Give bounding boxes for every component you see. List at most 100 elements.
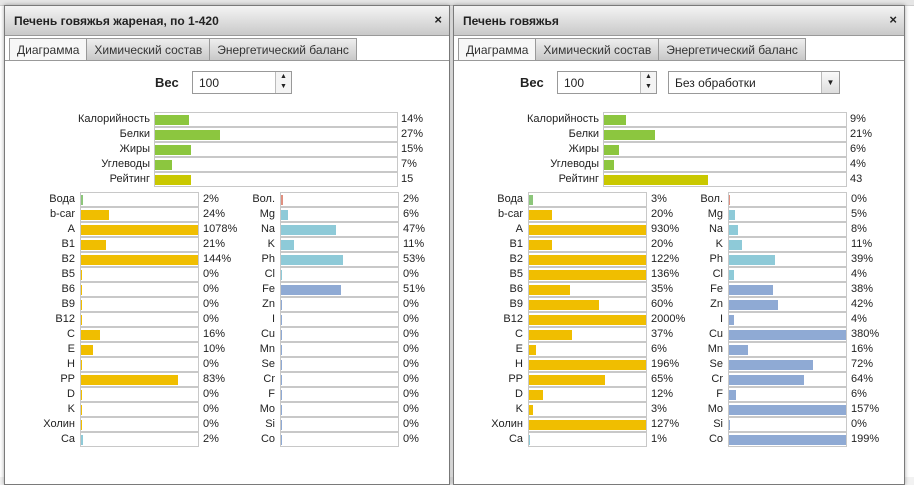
processing-value: Без обработки <box>675 76 756 90</box>
micro-row: b-car 24% <box>5 207 449 222</box>
micro-row: Cu 380% <box>454 327 904 342</box>
nutrient-value: 0% <box>203 358 219 370</box>
nutrient-label: B12 <box>55 313 75 325</box>
micro-row: K 11% <box>454 237 904 252</box>
dialog-title: Печень говяжья <box>463 14 559 28</box>
nutrient-value: 42% <box>851 298 874 310</box>
tab-energy-balance[interactable]: Энергетический баланс <box>659 38 806 61</box>
tab-chemical-composition[interactable]: Химический состав <box>87 38 211 61</box>
macro-bar-fill <box>155 115 189 125</box>
tab-energy-balance[interactable]: Энергетический баланс <box>210 38 357 61</box>
nutrient-bar-fill <box>529 195 533 205</box>
micro-row: Mn 16% <box>454 342 904 357</box>
nutrient-value: 0% <box>403 268 419 280</box>
macro-bar-fill <box>155 160 172 170</box>
nutrient-label: Na <box>260 223 275 235</box>
nutrient-label: Co <box>260 433 275 445</box>
weight-stepper[interactable]: ▲ ▼ <box>640 72 656 93</box>
weight-input[interactable]: 100 <box>557 71 657 94</box>
nutrient-value: 3% <box>651 193 667 205</box>
nutrient-bar-track <box>80 252 199 267</box>
weight-stepper[interactable]: ▲ ▼ <box>275 72 291 93</box>
nutrient-bar-fill <box>529 225 646 235</box>
nutrient-value: 0% <box>403 418 419 430</box>
nutrient-label: F <box>268 388 275 400</box>
nutrient-label: Si <box>265 418 275 430</box>
nutrient-value: 72% <box>851 358 874 370</box>
nutrient-label: B2 <box>61 253 75 265</box>
nutrient-label: Cr <box>263 373 275 385</box>
macro-value: 15 <box>401 173 414 185</box>
nutrient-bar-fill <box>81 300 82 310</box>
close-icon[interactable]: × <box>434 12 442 27</box>
close-icon[interactable]: × <box>889 12 897 27</box>
micro-row: B2 144% <box>5 252 449 267</box>
tab-diagram[interactable]: Диаграмма <box>9 38 88 61</box>
nutrient-bar-fill <box>281 285 341 295</box>
nutrient-label: K <box>67 403 75 415</box>
nutrient-bar-fill <box>529 315 646 325</box>
nutrient-value: 2000% <box>651 313 686 325</box>
nutrient-value: 16% <box>851 343 874 355</box>
nutrient-label: Mo <box>259 403 275 415</box>
nutrient-label: B9 <box>509 298 523 310</box>
nutrient-bar-track <box>80 387 199 402</box>
chevron-down-icon[interactable]: ▼ <box>821 72 839 93</box>
nutrient-bar-fill <box>729 405 846 415</box>
nutrient-bar-track <box>280 342 399 357</box>
nutrient-bar-fill <box>529 285 570 295</box>
nutrient-bar-fill <box>729 390 737 400</box>
nutrient-value: 51% <box>403 283 426 295</box>
nutrient-bar-track <box>80 402 199 417</box>
macro-bar-track <box>603 127 847 142</box>
nutrient-bar-fill <box>529 345 537 355</box>
nutrient-bar-fill <box>281 315 282 325</box>
tab-chemical-composition[interactable]: Химический состав <box>536 38 660 61</box>
nutrient-bar-track <box>280 297 399 312</box>
micro-row: K 3% <box>454 402 904 417</box>
nutrient-bar-track <box>528 312 647 327</box>
nutrient-value: 47% <box>403 223 426 235</box>
micro-row: Вол. 2% <box>5 192 449 207</box>
processing-select[interactable]: Без обработки ▼ <box>668 71 840 94</box>
micro-row: D 12% <box>454 387 904 402</box>
nutrient-bar-track <box>80 417 199 432</box>
nutrient-bar-fill <box>281 360 282 370</box>
spin-down-icon[interactable]: ▼ <box>280 83 287 90</box>
nutrient-value: 930% <box>651 223 680 235</box>
nutrient-label: A <box>515 223 523 235</box>
spin-down-icon[interactable]: ▼ <box>645 83 652 90</box>
nutrient-value: 1% <box>651 433 667 445</box>
micro-row: B5 0% <box>5 267 449 282</box>
micro-row: B2 122% <box>454 252 904 267</box>
spin-up-icon[interactable]: ▲ <box>645 73 652 80</box>
nutrient-bar-fill <box>81 360 82 370</box>
nutrient-value: 10% <box>203 343 226 355</box>
nutrient-value: 0% <box>403 403 419 415</box>
nutrient-value: 136% <box>651 268 680 280</box>
dialog-window: Печень говяжья жареная, по 1-420 × Диаграм… <box>4 5 450 485</box>
nutrient-label: Co <box>708 433 723 445</box>
nutrient-value: 2% <box>203 193 219 205</box>
nutrient-bar-fill <box>529 210 553 220</box>
spin-up-icon[interactable]: ▲ <box>280 73 287 80</box>
nutrient-value: 83% <box>203 373 226 385</box>
nutrient-label: I <box>719 313 723 325</box>
macro-label: Калорийность <box>526 113 599 125</box>
nutrient-label: H <box>67 358 75 370</box>
nutrient-label: B1 <box>61 238 75 250</box>
nutrient-label: Холин <box>43 418 75 430</box>
nutrient-value: 2% <box>403 193 419 205</box>
nutrient-label: Ca <box>508 433 523 445</box>
macro-row: Белки 27% <box>5 127 449 142</box>
nutrient-value: 20% <box>651 208 674 220</box>
nutrient-label: Вода <box>49 193 75 205</box>
weight-input[interactable]: 100 <box>192 71 292 94</box>
macro-bar-fill <box>155 145 192 155</box>
nutrient-bar-fill <box>529 435 531 445</box>
tab-diagram[interactable]: Диаграмма <box>458 38 537 61</box>
nutrient-bar-fill <box>81 315 82 325</box>
nutrient-bar-fill <box>81 225 198 235</box>
nutrient-bar-fill <box>529 375 606 385</box>
nutrient-value: 20% <box>651 238 674 250</box>
